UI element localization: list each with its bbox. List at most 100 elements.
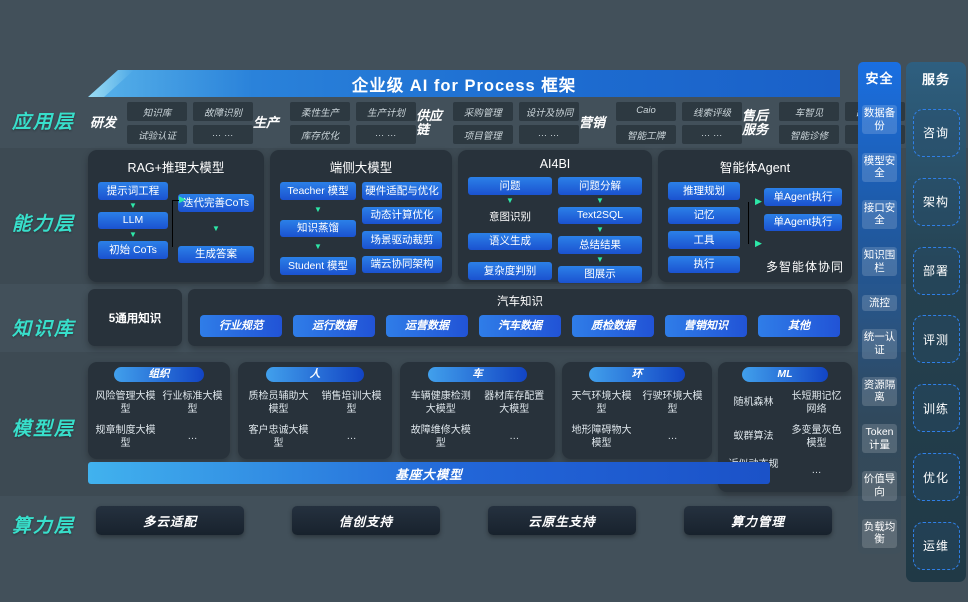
node-iterate-cots: 迭代完善CoTs — [178, 194, 254, 212]
model-item: 质检员辅助大模型 — [248, 391, 309, 415]
service-item: 训练 — [912, 384, 960, 433]
edge-optimization-node: 动态计算优化 — [362, 206, 442, 225]
node-knowledge-distillation: 知识蒸馏 — [280, 219, 356, 238]
model-item: … — [667, 431, 678, 443]
knowledge-button: 运营数据 — [386, 315, 468, 337]
knowledge-buttons: 行业规范 运行数据 运营数据 汽车数据 质检数据 营销知识 其他 — [188, 309, 852, 337]
layer-label-model: 模型层 — [12, 419, 76, 440]
layer-label-compute: 算力层 — [12, 516, 76, 537]
knowledge-button: 行业规范 — [200, 315, 282, 337]
application-layer-row: 研发 知识库 故障识别 试验认证 … … 生产 柔性生产 生产计划 库存优化 … … 供应链… — [90, 99, 905, 147]
app-group-items: Caio 线索评级 智能工牌 … … — [616, 102, 742, 144]
app-group-name: 生产 — [253, 114, 280, 130]
model-item: … — [509, 431, 520, 443]
model-panel-pill: ML — [742, 367, 828, 382]
model-panel-person: 人 质检员辅助大模型 销售培训大模型 客户忠诚大模型… — [238, 362, 392, 459]
layer-label-capability: 能力层 — [12, 214, 76, 235]
node-generate-answer: 生成答案 — [178, 245, 254, 264]
capability-box-title: 端侧大模型 — [329, 161, 393, 175]
model-item: 客户忠诚大模型 — [248, 425, 309, 449]
model-item: 故障维修大模型 — [410, 425, 471, 449]
model-panel-pill: 车 — [427, 367, 528, 382]
capability-box-edge: 端侧大模型 Teacher 模型 ▼ 知识蒸馏 ▼ Student 模型 硬件适… — [270, 150, 452, 282]
service-item: 优化 — [912, 453, 960, 502]
capability-box-ai4bi: AI4BI 问题 ▼ 意图识别 语义生成 复杂度判别 问题分解 ▼ Text2S… — [458, 150, 652, 284]
model-item: 销售培训大模型 — [321, 391, 382, 415]
capability-box-title: RAG+推理大模型 — [127, 161, 225, 175]
framework-title: 企业级 AI for Process 框架 — [351, 76, 577, 95]
app-group-production: 生产 柔性生产 生产计划 库存优化 … … — [253, 102, 416, 144]
node-complexity-judge: 复杂度判别 — [468, 262, 552, 280]
model-item: 风险管理大模型 — [95, 391, 156, 415]
arrow-down-icon: ▼ — [129, 230, 137, 240]
knowledge-button: 质检数据 — [572, 315, 654, 337]
model-panel-items: 车辆健康检测大模型 器材库存配置大模型 故障维修大模型… — [400, 382, 555, 450]
agent-component-node: 推理规划 — [668, 182, 740, 200]
model-item: … — [187, 431, 198, 443]
node-llm: LLM — [98, 211, 168, 230]
app-item: … … — [682, 125, 742, 144]
model-panel-items: 质检员辅助大模型 销售培训大模型 客户忠诚大模型 … — [238, 382, 392, 450]
capability-box-title: AI4BI — [539, 157, 571, 171]
arrow-down-icon: ▼ — [596, 254, 604, 264]
edge-right-list: 硬件适配与优化 动态计算优化 场景驱动裁剪 端云协同架构 — [362, 182, 442, 275]
security-item: 数据备份 — [862, 105, 897, 135]
app-item: … … — [193, 125, 253, 144]
security-item: 知识围栏 — [862, 247, 897, 277]
service-item: 运维 — [912, 521, 960, 570]
arrow-down-icon: ▼ — [314, 242, 322, 252]
security-item: 负载均衡 — [862, 518, 897, 548]
app-item: … … — [356, 125, 416, 144]
model-item: 行驶环境大模型 — [642, 391, 703, 415]
app-item: 故障识别 — [193, 102, 253, 121]
app-item: 车智见 — [779, 102, 839, 121]
arrow-down-icon: ▼ — [129, 200, 137, 210]
app-group-items: 知识库 故障识别 试验认证 … … — [127, 102, 253, 144]
app-item: 库存优化 — [290, 125, 350, 144]
security-item: 统一认证 — [862, 329, 897, 359]
arrow-down-icon: ▼ — [314, 204, 322, 214]
compute-layer-row: 多云适配 信创支持 云原生支持 算力管理 — [96, 506, 832, 535]
model-panel-items: 风险管理大模型 行业标准大模型 规章制度大模型… — [88, 382, 230, 450]
model-item: 长短期记忆网络 — [791, 391, 842, 415]
edge-optimization-node: 硬件适配与优化 — [362, 182, 442, 200]
model-item: … — [346, 431, 357, 443]
agent-left-list: 推理规划记忆工具执行 — [668, 182, 740, 274]
knowledge-button: 其他 — [758, 315, 840, 337]
model-item: 天气环境大模型 — [571, 391, 632, 415]
model-item: … — [811, 465, 822, 477]
model-panel-organization: 组织 风险管理大模型 行业标准大模型 规章制度大模型… — [88, 362, 230, 459]
security-item: 流控 — [862, 294, 897, 312]
model-item: 随机森林 — [733, 397, 774, 409]
agent-component-node: 执行 — [668, 255, 740, 274]
model-panel-items: 天气环境大模型 行驶环境大模型 地形障碍物大模型… — [562, 382, 712, 450]
model-item: 行业标准大模型 — [162, 391, 223, 415]
service-item: 评测 — [912, 315, 960, 364]
model-panel-vehicle: 车 车辆健康检测大模型 器材库存配置大模型 故障维修大模型… — [400, 362, 555, 459]
node-teacher-model: Teacher 模型 — [280, 182, 356, 200]
multi-agent-note: 多智能体协同 — [765, 260, 844, 274]
agent-component-node: 工具 — [668, 231, 740, 249]
compute-button: 算力管理 — [684, 506, 832, 535]
compute-button: 多云适配 — [96, 506, 244, 535]
capability-box-rag: RAG+推理大模型 提示词工程 ▼ LLM ▼ 初始 CoTs 迭代完善CoTs… — [88, 150, 264, 282]
app-item: 智能工牌 — [616, 125, 676, 144]
agent-component-node: 记忆 — [668, 206, 740, 225]
node-question-decompose: 问题分解 — [558, 177, 642, 195]
security-item: 价值导向 — [862, 471, 897, 501]
node-chart-display: 图展示 — [558, 265, 642, 284]
model-item: 多变量灰色模型 — [791, 425, 842, 449]
capability-box-title: 智能体Agent — [719, 161, 791, 175]
app-item: … … — [518, 125, 579, 144]
arrow-right-icon: ▶ — [179, 194, 186, 204]
security-item: 模型安全 — [862, 152, 897, 182]
connector-line — [748, 202, 749, 244]
general-knowledge-box: 5通用知识 — [88, 289, 182, 346]
node-student-model: Student 模型 — [280, 257, 356, 275]
security-item: Token计量 — [862, 424, 897, 454]
compute-button: 云原生支持 — [488, 506, 636, 535]
connector-line — [172, 200, 183, 247]
arrow-down-icon: ▼ — [506, 195, 514, 205]
app-group-items: 柔性生产 生产计划 库存优化 … … — [290, 102, 416, 144]
